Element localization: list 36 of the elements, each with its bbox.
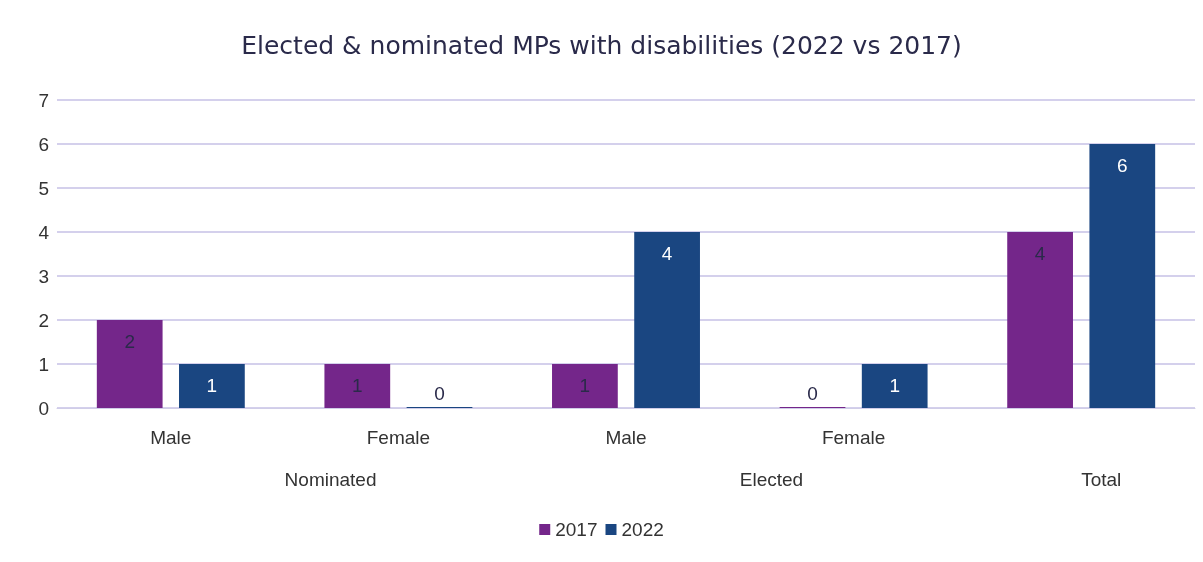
legend-label: 2022 [621,519,664,540]
bar [861,364,928,408]
x-tick-label: Female [366,427,431,448]
legend-label: 2017 [555,519,598,540]
data-label: 1 [352,375,363,396]
bar [634,232,700,408]
y-tick-label: 6 [38,133,49,155]
x-tick-label: Female [821,427,886,448]
y-tick-label: 0 [38,397,49,419]
chart-title: Elected & nominated MPs with disabilities (2022 vs 2017) [241,31,962,60]
y-tick-label: 7 [38,89,49,111]
bar [96,320,163,408]
bar [1089,144,1156,408]
data-label: 0 [807,383,818,404]
bar [552,364,618,408]
data-label: 4 [661,243,673,264]
text: Elected [739,469,804,490]
data-label: 0 [434,383,445,404]
bar [179,364,245,408]
text: Nominated [284,469,377,490]
data-label: 4 [1034,243,1046,264]
bar [1007,232,1073,408]
data-label: 1 [206,375,218,396]
data-label: 1 [579,375,591,396]
data-label: 2 [124,331,135,352]
data-label: 6 [1117,155,1128,176]
y-tick-label: 5 [38,177,49,199]
bar [324,364,391,408]
text: Total [1081,469,1122,490]
y-tick-label: 3 [38,265,49,287]
x-tick-label: Male [150,427,192,448]
x-tick-label: Male [605,427,647,448]
y-tick-label: 1 [38,353,49,375]
data-label: 1 [889,375,900,396]
y-tick-label: 2 [38,309,49,331]
y-tick-label: 4 [38,221,50,243]
